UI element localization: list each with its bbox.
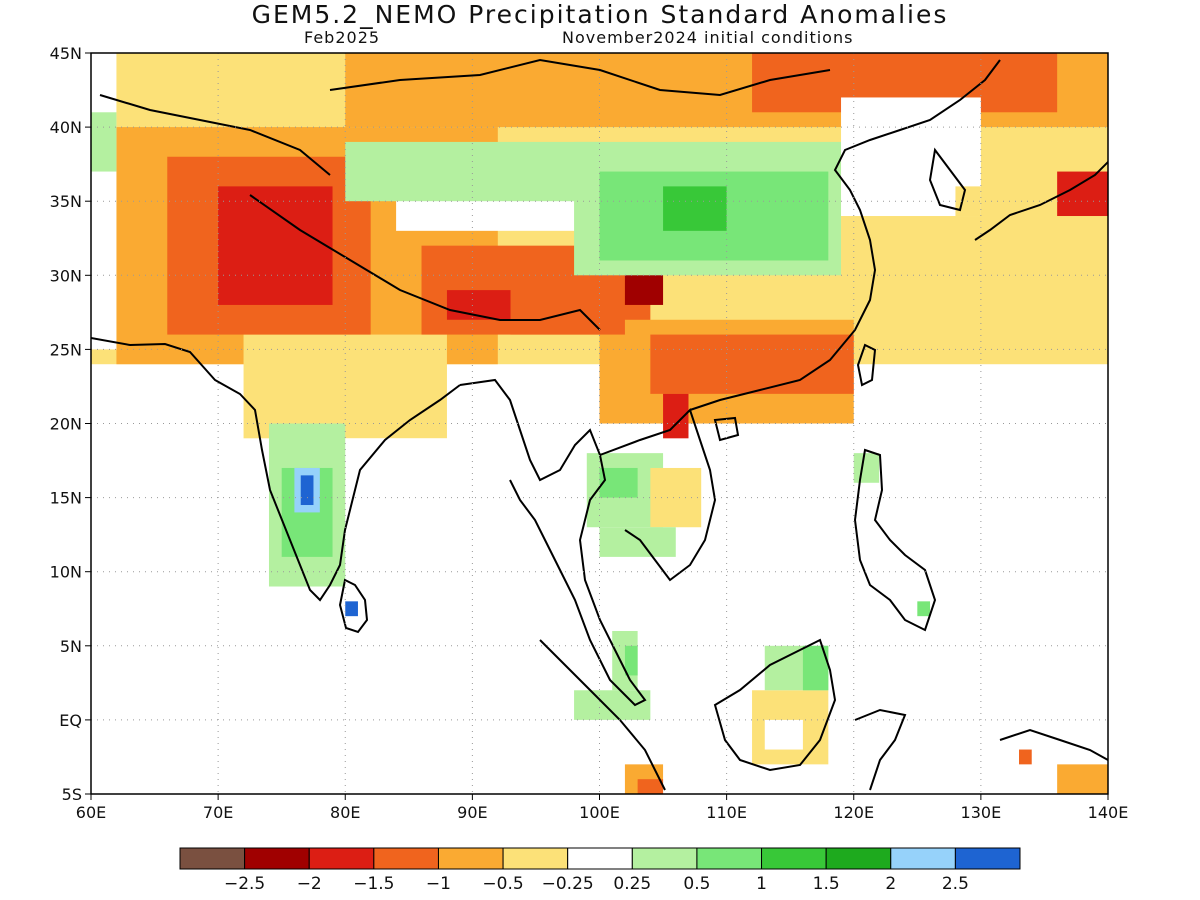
- anomaly-region: [1057, 764, 1108, 794]
- coastline-korea: [928, 147, 967, 212]
- anomaly-region: [650, 467, 702, 528]
- coastline-vietnam: [599, 408, 717, 582]
- coastline-philippines: [853, 448, 937, 632]
- colorbar-label: 2: [885, 874, 896, 894]
- anomaly-region: [955, 186, 981, 217]
- anomaly-region: [637, 779, 664, 794]
- anomaly-region: [650, 334, 854, 394]
- anomaly-region: [91, 112, 117, 172]
- colorbar-label: 0.5: [683, 874, 710, 894]
- x-tick-label: 90E: [457, 803, 487, 822]
- anomaly-region: [574, 690, 651, 720]
- y-tick-label: EQ: [59, 711, 82, 730]
- forecast-month: Feb2025: [304, 28, 381, 47]
- coastline-sulawesi: [854, 708, 907, 791]
- x-tick-label: 110E: [706, 803, 747, 822]
- colorbar-swatch: [761, 847, 827, 870]
- y-tick-label: 25N: [50, 340, 82, 359]
- anomaly-region: [300, 475, 314, 506]
- x-tick-label: 70E: [203, 803, 233, 822]
- colorbar-swatch: [890, 847, 956, 870]
- colorbar-swatch: [696, 847, 763, 870]
- border-central-asia: [99, 94, 331, 176]
- colorbar-swatch: [179, 847, 246, 870]
- anomaly-region: [345, 601, 358, 617]
- anomaly-region: [599, 527, 676, 557]
- anomaly-region: [345, 141, 600, 202]
- anomaly-region: [599, 467, 638, 498]
- anomaly-region: [853, 453, 880, 483]
- colorbar-swatch: [437, 847, 504, 870]
- colorbar-label: −1.5: [353, 874, 394, 894]
- anomaly-fields: [91, 53, 1108, 794]
- anomaly-region: [1057, 171, 1108, 217]
- colorbar-label: −0.5: [482, 874, 523, 894]
- colorbar-swatch: [502, 847, 569, 870]
- anomaly-region: [218, 186, 333, 305]
- colorbar-swatch: [244, 847, 310, 870]
- coastline-newguinea: [999, 728, 1108, 761]
- y-tick-label: 40N: [50, 118, 82, 137]
- x-tick-label: 140E: [1088, 803, 1129, 822]
- colorbar-label: −0.25: [542, 874, 594, 894]
- coastline-japan: [974, 160, 1108, 241]
- x-tick-label: 80E: [330, 803, 360, 822]
- x-tick-label: 120E: [833, 803, 874, 822]
- colorbar: −2.5 −2 −1.5 −1 −0.5 −0.25 0.25 0.5 1 1.5 2 2.5: [179, 847, 1021, 894]
- anomaly-region: [1019, 749, 1032, 765]
- coastline-srilanka: [338, 578, 369, 634]
- y-tick-label: 35N: [50, 192, 82, 211]
- colorbar-swatch: [567, 847, 633, 870]
- anomaly-region: [319, 438, 600, 720]
- y-tick-label: 5N: [60, 637, 82, 656]
- anomaly-region: [243, 334, 447, 439]
- anomaly-region: [663, 186, 727, 231]
- colorbar-swatch: [308, 847, 375, 870]
- colorbar-label: 2.5: [942, 874, 969, 894]
- colorbar-label: −2.5: [224, 874, 265, 894]
- coastline-hainan: [713, 416, 740, 442]
- anomaly-region: [624, 645, 638, 676]
- colorbar-swatch: [373, 847, 439, 870]
- coastline-indochina: [459, 378, 647, 707]
- axis-ticks: 60E 70E 80E 90E 100E 110E 120E 130E 140E 45N 40N 35…: [50, 44, 1129, 822]
- y-tick-label: 10N: [50, 563, 82, 582]
- colorbar-swatch: [631, 847, 698, 870]
- initial-conditions: November2024 initial conditions: [562, 28, 854, 47]
- anomaly-region: [764, 719, 803, 750]
- coastline-india: [91, 337, 461, 602]
- colorbar-label: 0.25: [613, 874, 651, 894]
- coastline-china: [689, 59, 1001, 411]
- colorbar-label: 1.5: [813, 874, 840, 894]
- colorbar-swatch: [954, 847, 1021, 870]
- colorbar-label: 1: [756, 874, 767, 894]
- y-tick-label: 45N: [50, 44, 82, 63]
- y-tick-label: 30N: [50, 266, 82, 285]
- coastlines: [91, 58, 1108, 791]
- y-tick-label: 15N: [50, 489, 82, 508]
- coastline-taiwan: [856, 343, 877, 387]
- chart-title: GEM5.2_NEMO Precipitation Standard Anoma…: [251, 0, 949, 29]
- border-mongolia: [329, 58, 831, 97]
- coastline-borneo: [713, 638, 837, 772]
- x-tick-label: 100E: [579, 803, 620, 822]
- y-tick-label: 20N: [50, 415, 82, 434]
- x-tick-label: 130E: [961, 803, 1002, 822]
- colorbar-swatch: [825, 847, 892, 870]
- x-tick-label: 60E: [76, 803, 106, 822]
- border-himalaya: [249, 194, 601, 331]
- y-tick-label: 5S: [62, 785, 82, 804]
- colorbar-label: −1: [426, 874, 451, 894]
- coastline-sumatra: [539, 639, 666, 791]
- colorbar-label: −2: [297, 874, 322, 894]
- anomaly-region: [917, 601, 931, 617]
